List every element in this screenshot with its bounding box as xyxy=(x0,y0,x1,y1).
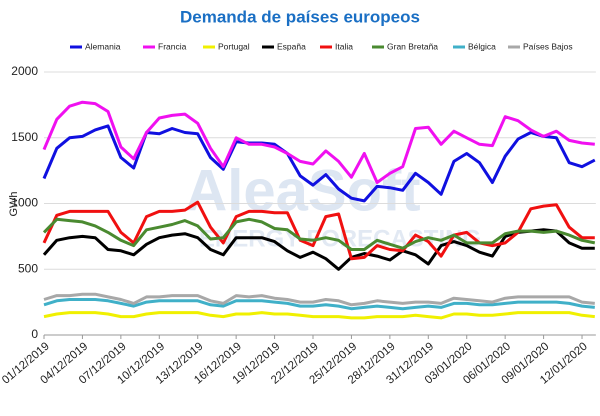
y-tick-label: 1500 xyxy=(11,130,38,144)
series-line xyxy=(43,292,595,307)
legend-label: Francia xyxy=(158,41,187,51)
series-line xyxy=(43,311,595,320)
y-tick-label: 1000 xyxy=(11,196,38,210)
series-line xyxy=(42,200,595,261)
series-line xyxy=(42,100,595,184)
legend-label: España xyxy=(277,41,306,51)
legend-label: Bélgica xyxy=(468,41,496,51)
legend-label: Portugal xyxy=(218,41,250,51)
legend-label: Gran Bretaña xyxy=(387,41,438,51)
y-tick-label: 500 xyxy=(18,261,38,275)
y-tick-label: 2000 xyxy=(11,64,38,78)
chart-title: Demanda de países europeos xyxy=(180,7,420,26)
y-tick-label: 0 xyxy=(31,327,38,341)
legend-label: Países Bajos xyxy=(523,41,573,51)
series-line xyxy=(42,228,595,271)
legend-label: Italia xyxy=(335,41,353,51)
series-line xyxy=(43,298,595,311)
y-axis-label: GWh xyxy=(8,191,20,216)
series-line xyxy=(42,217,596,251)
series-line xyxy=(42,124,596,203)
legend-label: Alemania xyxy=(85,41,121,51)
